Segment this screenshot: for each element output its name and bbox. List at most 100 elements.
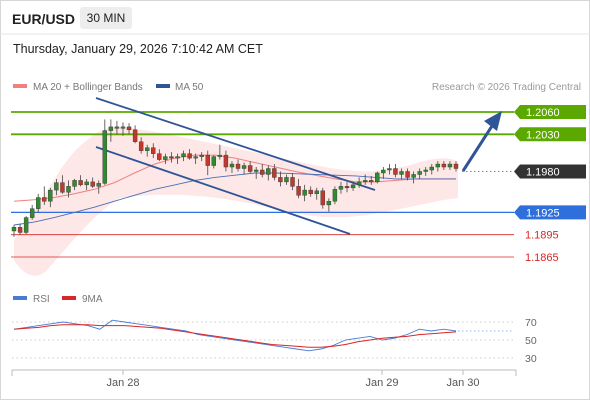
candle-body [102,130,108,184]
candle-body [223,154,229,168]
candle-body [84,181,89,186]
timeframe-button[interactable]: 30 MIN [80,7,132,29]
candle-body [114,126,120,129]
level-label-resistance_2: 1.2060 [526,107,560,119]
chart-header: EUR/USD 30 MIN [0,0,590,34]
candle-body [181,153,186,157]
candle-body [235,163,241,169]
candle-body [435,163,441,168]
candle-body [23,217,29,233]
candle-body [338,186,344,190]
level-lines [11,111,514,258]
candle-body [369,180,374,183]
candle-body [350,184,356,189]
candle-body [60,182,65,193]
candle-body [241,165,247,169]
candle-body [17,227,23,233]
candle-body [157,153,162,160]
candle-body [362,180,368,183]
candle-body [296,186,301,196]
candle-body [423,169,428,172]
candle-body [11,227,17,232]
candle-body [163,156,168,160]
ma9-legend-swatch [62,296,76,300]
level-label-current: 1.1980 [526,166,560,178]
candle-body [356,181,362,186]
candle-body [108,126,114,131]
candle-body [29,208,35,218]
ma50-legend-label: MA 50 [175,82,204,93]
candle-body [138,141,144,151]
x-axis-label: Jan 30 [446,377,479,389]
candle-body [405,171,410,178]
ma50-line [13,172,456,226]
candle-body [266,168,271,175]
candle-body [441,163,447,168]
channel-lower-line [95,146,351,235]
candle-body [253,169,259,172]
candle-body [96,183,101,187]
symbol-label: EUR/USD [12,11,76,27]
x-axis-label: Jan 29 [365,377,398,389]
ma20-legend-label: MA 20 + Bollinger Bands [33,82,143,93]
ma50-legend-swatch [156,84,170,88]
candle-body [229,163,235,168]
candle-body [381,169,386,174]
candle-body [326,201,332,206]
candle-body [217,154,223,157]
x-axis-labels: Jan 28 Jan 29 Jan 30 [106,370,480,389]
candle-body [72,180,77,187]
credit-text: Research © 2026 Trading Central [432,82,581,93]
level-label-pivot: 1.1925 [526,207,560,219]
candle-body [453,163,459,169]
rsi-legend-swatch [13,296,27,300]
candle-body [151,147,156,154]
candle-body [48,189,53,202]
candle-body [399,171,404,175]
candle-body [290,177,295,187]
candle-body [278,177,283,183]
candle-body [393,168,398,175]
candle-body [145,147,150,151]
level-label-support_2: 1.1865 [525,252,559,264]
candle-body [78,180,83,186]
candle-body [447,163,453,168]
x-axis-label: Jan 28 [106,377,139,389]
rsi-line [13,319,457,352]
candle-body [193,156,198,159]
candle-body [175,156,180,159]
ma20-legend-swatch [13,84,27,88]
candle-body [411,174,416,178]
candle-body [36,197,41,209]
candle-body [260,169,265,175]
candle-body [90,181,95,187]
rsi-grid: 70 50 30 [12,317,537,365]
candle-body [54,182,59,191]
candle-body [66,186,71,193]
candle-body [132,129,138,142]
candle-body [332,189,338,202]
level-tag-resistance_1 [514,127,586,142]
rsi-ma-line [13,324,457,348]
candles [11,119,459,237]
rsi-tick-label: 30 [525,353,537,365]
candle-body [284,177,289,183]
candle-body [344,186,350,189]
candle-body [169,156,174,159]
candle-body [314,190,319,194]
candle-body [247,165,253,172]
level-tag-current [514,164,586,179]
candle-body [126,126,132,131]
candle-body [320,190,325,206]
candle-body [429,166,434,171]
candle-body [187,153,192,159]
candle-body [308,189,313,194]
level-tag-pivot [514,205,586,220]
rsi-legend-label: RSI [33,294,50,305]
rsi-tick-label: 70 [525,317,537,329]
candle-body [302,189,307,196]
candle-body [417,171,422,175]
channel-upper-line [95,97,376,191]
level-label-resistance_1: 1.2030 [526,129,560,141]
